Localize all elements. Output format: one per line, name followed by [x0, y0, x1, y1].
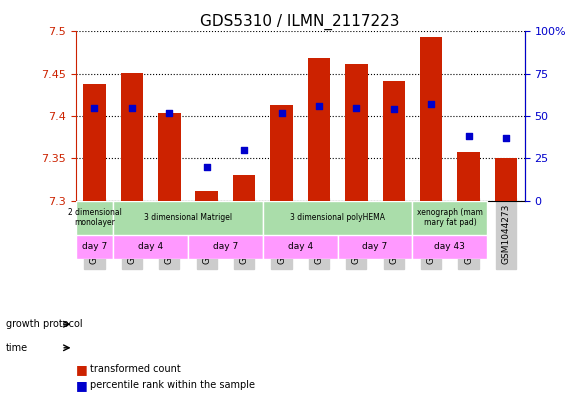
Point	[164, 110, 174, 116]
Point	[427, 101, 436, 107]
FancyBboxPatch shape	[412, 201, 487, 235]
FancyBboxPatch shape	[113, 201, 263, 235]
Text: ■: ■	[76, 378, 87, 392]
FancyBboxPatch shape	[412, 235, 487, 259]
Bar	[457, 152, 480, 201]
Text: day 7: day 7	[363, 242, 388, 251]
Point	[314, 103, 324, 109]
FancyBboxPatch shape	[338, 235, 412, 259]
Text: percentile rank within the sample: percentile rank within the sample	[90, 380, 255, 390]
Point	[464, 133, 473, 140]
Point	[277, 110, 286, 116]
FancyBboxPatch shape	[76, 201, 113, 235]
Point	[90, 105, 99, 111]
Bar	[345, 64, 367, 201]
Text: xenograph (mam
mary fat pad): xenograph (mam mary fat pad)	[417, 208, 483, 228]
Point	[389, 106, 398, 112]
Bar	[382, 81, 405, 201]
Bar	[233, 175, 255, 201]
Bar	[308, 58, 330, 201]
Bar	[495, 158, 517, 201]
Title: GDS5310 / ILMN_2117223: GDS5310 / ILMN_2117223	[201, 14, 400, 30]
Bar	[195, 191, 218, 201]
FancyBboxPatch shape	[188, 235, 263, 259]
Bar	[121, 73, 143, 201]
Text: 2 dimensional
monolayer: 2 dimensional monolayer	[68, 208, 121, 228]
Text: day 7: day 7	[82, 242, 107, 251]
FancyBboxPatch shape	[263, 235, 338, 259]
FancyBboxPatch shape	[76, 235, 113, 259]
Bar	[420, 37, 442, 201]
Point	[240, 147, 249, 153]
Text: growth protocol: growth protocol	[6, 319, 82, 329]
Text: 3 dimensional Matrigel: 3 dimensional Matrigel	[144, 213, 232, 222]
FancyBboxPatch shape	[263, 201, 412, 235]
Text: day 43: day 43	[434, 242, 465, 251]
Bar	[83, 84, 106, 201]
Text: 3 dimensional polyHEMA: 3 dimensional polyHEMA	[290, 213, 385, 222]
Text: day 4: day 4	[138, 242, 163, 251]
Point	[501, 135, 511, 141]
Text: day 7: day 7	[213, 242, 238, 251]
Text: transformed count: transformed count	[90, 364, 181, 375]
FancyBboxPatch shape	[113, 235, 188, 259]
Point	[127, 105, 136, 111]
Point	[202, 164, 212, 170]
Text: day 4: day 4	[287, 242, 313, 251]
Bar	[158, 113, 181, 201]
Point	[352, 105, 361, 111]
Text: ■: ■	[76, 363, 87, 376]
Bar	[271, 105, 293, 201]
Text: time: time	[6, 343, 28, 353]
